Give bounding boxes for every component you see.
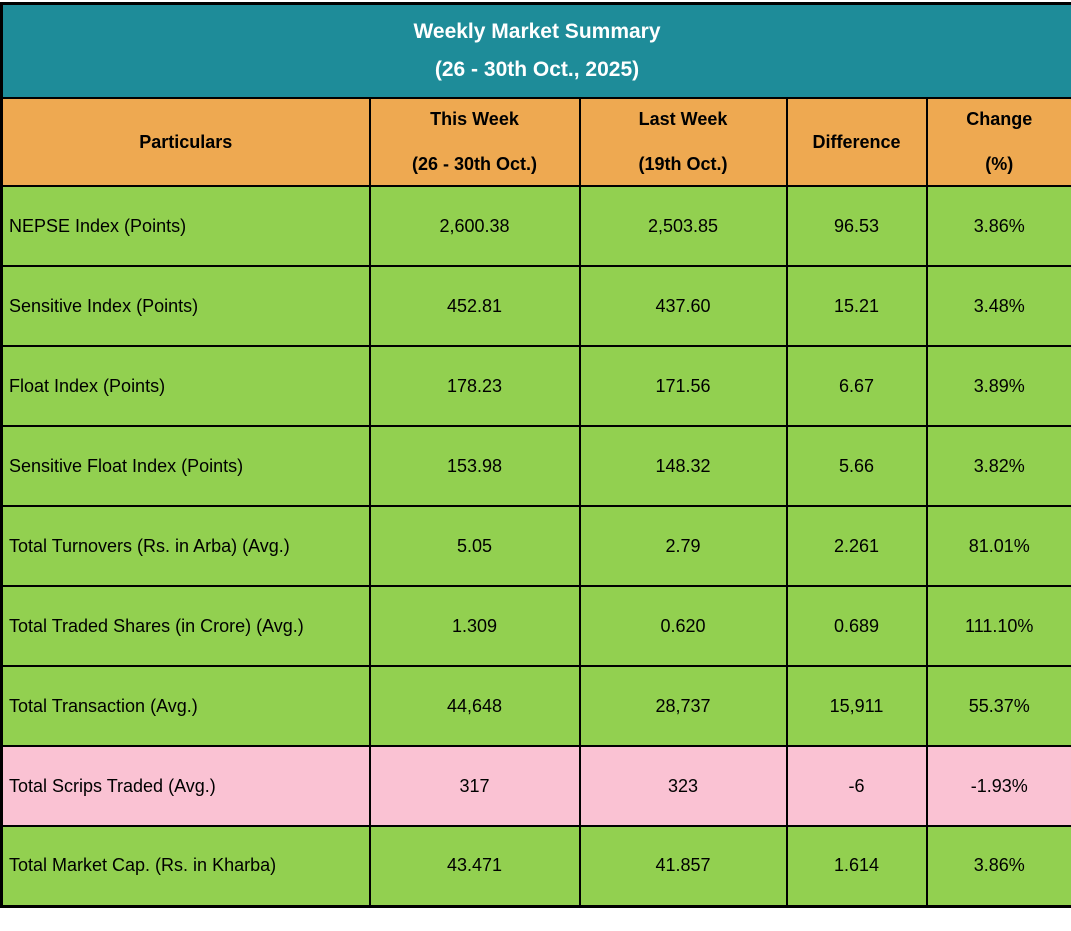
column-header-this-week: This Week (26 - 30th Oct.) — [368, 97, 581, 187]
table-title: Weekly Market Summary (26 - 30th Oct., 2… — [0, 2, 1071, 99]
table-row-total-market-cap: Total Market Cap. (Rs. in Kharba) 43.471… — [0, 825, 1071, 907]
title-line-2: (26 - 30th Oct., 2025) — [434, 58, 640, 82]
table-row-nepse-index: NEPSE Index (Points) 2,600.38 2,503.85 9… — [0, 185, 1071, 267]
table-row-sensitive-index: Sensitive Index (Points) 452.81 437.60 1… — [0, 265, 1071, 347]
column-label: This Week — [430, 109, 519, 129]
cell-last-week: 0.620 — [578, 585, 788, 667]
table-row-total-traded-shares: Total Traded Shares (in Crore) (Avg.) 1.… — [0, 585, 1071, 667]
column-sublabel: (%) — [985, 154, 1014, 174]
cell-particulars: Total Market Cap. (Rs. in Kharba) — [0, 825, 371, 907]
weekly-market-summary-table: Weekly Market Summary (26 - 30th Oct., 2… — [0, 2, 1071, 908]
table-row-float-index: Float Index (Points) 178.23 171.56 6.67 … — [0, 345, 1071, 427]
cell-this-week: 5.05 — [368, 505, 581, 587]
cell-change: 111.10% — [925, 585, 1071, 667]
cell-change: 55.37% — [925, 665, 1071, 747]
cell-difference: 0.689 — [785, 585, 928, 667]
column-header-last-week: Last Week (19th Oct.) — [578, 97, 788, 187]
cell-this-week: 43.471 — [368, 825, 581, 907]
cell-difference: 2.261 — [785, 505, 928, 587]
column-header-change: Change (%) — [925, 97, 1071, 187]
column-sublabel: (26 - 30th Oct.) — [411, 154, 538, 174]
table-row-total-scrips-traded: Total Scrips Traded (Avg.) 317 323 -6 -1… — [0, 745, 1071, 827]
cell-this-week: 1.309 — [368, 585, 581, 667]
table-row-total-transaction: Total Transaction (Avg.) 44,648 28,737 1… — [0, 665, 1071, 747]
cell-change: -1.93% — [925, 745, 1071, 827]
cell-last-week: 437.60 — [578, 265, 788, 347]
cell-change: 3.86% — [925, 185, 1071, 267]
cell-last-week: 148.32 — [578, 425, 788, 507]
cell-this-week: 153.98 — [368, 425, 581, 507]
cell-last-week: 41.857 — [578, 825, 788, 907]
cell-difference: 96.53 — [785, 185, 928, 267]
cell-this-week: 44,648 — [368, 665, 581, 747]
column-sublabel: (19th Oct.) — [638, 154, 728, 174]
column-header-particulars: Particulars — [0, 97, 371, 187]
cell-particulars: Float Index (Points) — [0, 345, 371, 427]
cell-particulars: NEPSE Index (Points) — [0, 185, 371, 267]
cell-change: 3.89% — [925, 345, 1071, 427]
cell-particulars: Sensitive Index (Points) — [0, 265, 371, 347]
cell-last-week: 2,503.85 — [578, 185, 788, 267]
cell-difference: 15.21 — [785, 265, 928, 347]
cell-change: 81.01% — [925, 505, 1071, 587]
cell-last-week: 323 — [578, 745, 788, 827]
title-row: Weekly Market Summary (26 - 30th Oct., 2… — [0, 2, 1071, 99]
cell-difference: -6 — [785, 745, 928, 827]
column-label: Last Week — [638, 109, 728, 129]
column-header-row: Particulars This Week (26 - 30th Oct.) L… — [0, 97, 1071, 187]
cell-change: 3.86% — [925, 825, 1071, 907]
cell-particulars: Total Scrips Traded (Avg.) — [0, 745, 371, 827]
title-line-1: Weekly Market Summary — [413, 19, 661, 43]
column-label: Difference — [812, 131, 901, 152]
table-row-sensitive-float-index: Sensitive Float Index (Points) 153.98 14… — [0, 425, 1071, 507]
cell-this-week: 178.23 — [368, 345, 581, 427]
cell-last-week: 171.56 — [578, 345, 788, 427]
cell-last-week: 2.79 — [578, 505, 788, 587]
cell-change: 3.82% — [925, 425, 1071, 507]
cell-particulars: Total Traded Shares (in Crore) (Avg.) — [0, 585, 371, 667]
cell-this-week: 2,600.38 — [368, 185, 581, 267]
column-header-difference: Difference — [785, 97, 928, 187]
cell-difference: 15,911 — [785, 665, 928, 747]
table-row-total-turnovers: Total Turnovers (Rs. in Arba) (Avg.) 5.0… — [0, 505, 1071, 587]
cell-difference: 6.67 — [785, 345, 928, 427]
cell-this-week: 452.81 — [368, 265, 581, 347]
cell-difference: 5.66 — [785, 425, 928, 507]
cell-particulars: Total Turnovers (Rs. in Arba) (Avg.) — [0, 505, 371, 587]
cell-particulars: Sensitive Float Index (Points) — [0, 425, 371, 507]
column-label: Change — [966, 109, 1033, 129]
cell-difference: 1.614 — [785, 825, 928, 907]
cell-last-week: 28,737 — [578, 665, 788, 747]
cell-change: 3.48% — [925, 265, 1071, 347]
column-label: Particulars — [139, 131, 233, 152]
cell-particulars: Total Transaction (Avg.) — [0, 665, 371, 747]
cell-this-week: 317 — [368, 745, 581, 827]
